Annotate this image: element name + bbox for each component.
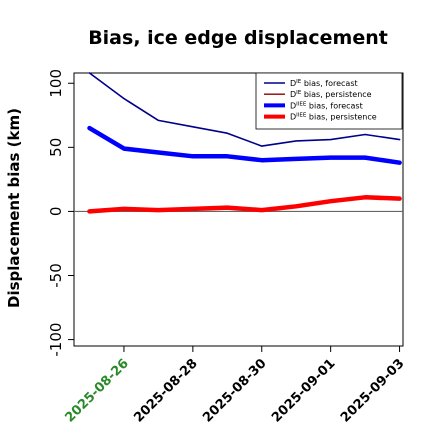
x-tick-label: 2025-08-30: [200, 356, 269, 425]
legend: DIE bias, forecast DIE bias, persistence D…: [255, 72, 403, 130]
legend-label: DIE bias, persistence: [290, 90, 372, 99]
y-axis-label: Displacement bias (km): [5, 108, 23, 308]
y-tick-label: 50: [47, 138, 65, 157]
x-tick-label: 2025-09-03: [338, 356, 407, 425]
x-tick-label: 2025-08-26: [62, 356, 131, 425]
chart-title: Bias, ice edge displacement: [88, 27, 388, 49]
legend-label: DIIEE bias, forecast: [290, 101, 363, 110]
series-line-1: [88, 72, 401, 147]
y-tick-label: -50: [47, 263, 65, 288]
y-tick-label: -100: [47, 323, 65, 357]
y-tick-label: 100: [47, 69, 65, 98]
y-tick-label: 0: [47, 207, 65, 217]
x-tick-label: 2025-08-28: [131, 356, 200, 425]
series-line-3: [87, 125, 402, 165]
plot-area: [73, 72, 404, 347]
series-line-4: [87, 195, 402, 214]
legend-label: DIIEE bias, persistence: [290, 113, 377, 122]
legend-label: DIE bias, forecast: [290, 79, 358, 88]
x-tick-label: 2025-09-01: [269, 356, 338, 425]
